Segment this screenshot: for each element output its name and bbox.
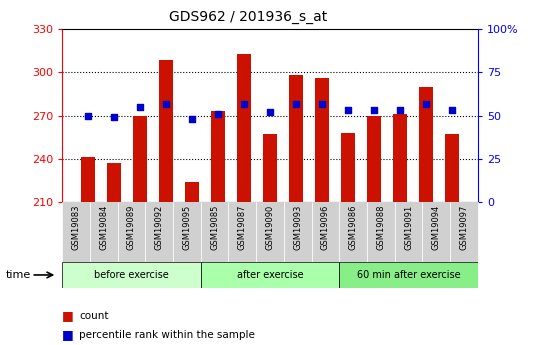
Text: 60 min after exercise: 60 min after exercise [357,270,461,280]
Bar [62,202,90,262]
Bar [173,202,201,262]
Point [292,101,300,106]
Text: ■: ■ [62,328,74,341]
Text: before exercise: before exercise [94,270,169,280]
Bar [367,116,381,202]
Bar [289,75,303,202]
Bar [418,87,433,202]
Text: GSM19097: GSM19097 [460,205,469,250]
Bar [201,202,228,262]
Bar [339,202,367,262]
Text: GSM19093: GSM19093 [293,205,302,250]
Text: after exercise: after exercise [237,270,303,280]
Bar [201,262,339,288]
Text: GSM19087: GSM19087 [238,205,247,250]
Point [369,108,378,113]
Bar [445,134,459,202]
Point [136,104,144,110]
Point [422,101,430,106]
Bar [315,78,329,202]
Bar [284,202,312,262]
Bar [341,133,355,202]
Point [110,115,118,120]
Bar [395,202,422,262]
Point [448,108,456,113]
Text: time: time [5,270,31,280]
Text: GSM19084: GSM19084 [99,205,108,250]
Text: GSM19085: GSM19085 [210,205,219,250]
Point [266,109,274,115]
Bar [228,202,256,262]
Bar [133,116,147,202]
Point [214,111,222,117]
Text: percentile rank within the sample: percentile rank within the sample [79,330,255,339]
Bar [312,202,339,262]
Text: GSM19092: GSM19092 [154,205,164,250]
Bar [211,111,225,202]
Point [396,108,404,113]
Bar [263,134,277,202]
Text: GDS962 / 201936_s_at: GDS962 / 201936_s_at [169,10,328,24]
Point [240,101,248,106]
Bar [107,163,122,202]
Bar [450,202,478,262]
Bar [339,262,478,288]
Bar [90,202,118,262]
Bar [145,202,173,262]
Point [162,101,171,106]
Point [318,101,326,106]
Point [188,116,197,122]
Bar [159,59,173,202]
Bar [393,114,407,202]
Bar [256,202,284,262]
Text: GSM19091: GSM19091 [404,205,413,250]
Text: GSM19096: GSM19096 [321,205,330,250]
Bar [62,262,201,288]
Point [84,113,92,118]
Bar [118,202,145,262]
Bar [185,182,199,202]
Text: GSM19094: GSM19094 [432,205,441,250]
Text: ■: ■ [62,309,74,322]
Text: GSM19090: GSM19090 [266,205,274,250]
Point [343,108,352,113]
Bar [422,202,450,262]
Text: GSM19083: GSM19083 [71,205,80,250]
Text: GSM19086: GSM19086 [349,205,357,250]
Bar [81,157,95,202]
Text: GSM19089: GSM19089 [127,205,136,250]
Text: GSM19095: GSM19095 [183,205,191,250]
Bar [237,54,251,202]
Bar [367,202,395,262]
Text: GSM19088: GSM19088 [376,205,386,250]
Text: count: count [79,311,109,321]
